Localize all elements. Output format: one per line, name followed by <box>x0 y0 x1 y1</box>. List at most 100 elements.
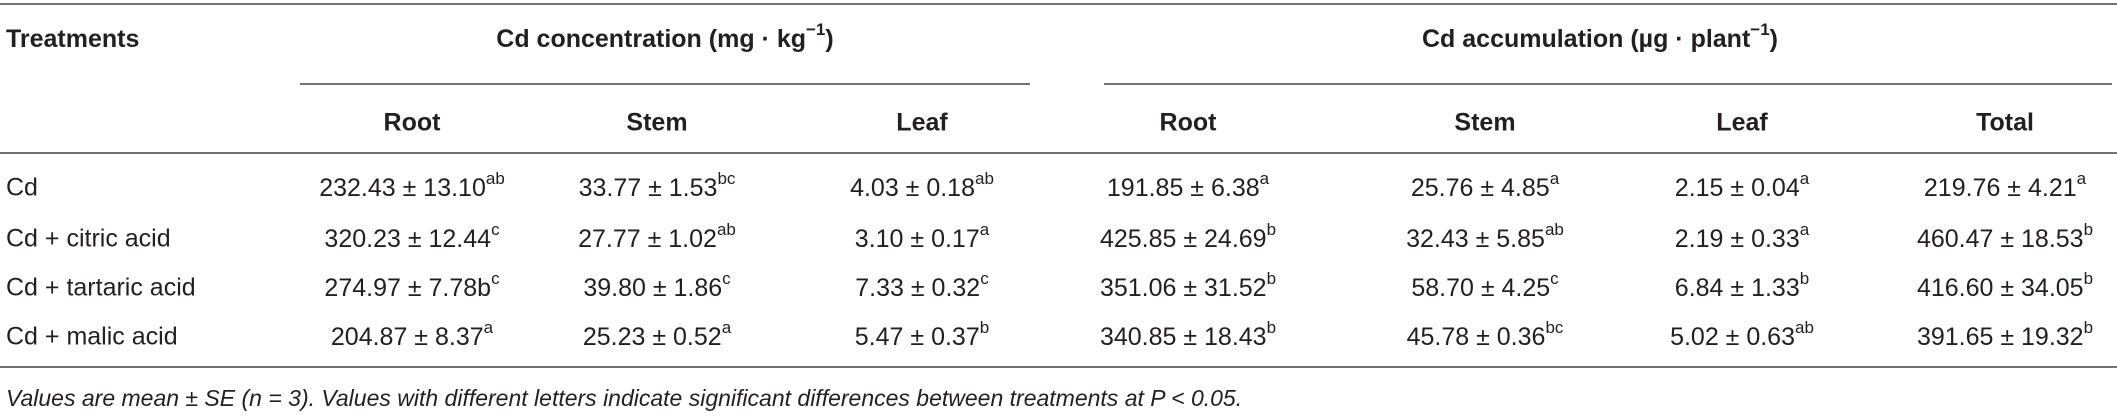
cell-text: 45.78 ± 0.36 <box>1407 323 1546 351</box>
cell: 5.02 ± 0.63ab <box>1670 318 1814 351</box>
group-header-tail: ) <box>1770 25 1778 53</box>
cell: 351.06 ± 31.52b <box>1100 269 1276 302</box>
group-header: Cd concentration (mg · kg−1) <box>496 20 833 53</box>
treatment: Cd + citric acid <box>6 225 171 253</box>
cell-text: 33.77 ± 1.53 <box>579 174 718 202</box>
cell-text: 32.43 ± 5.85 <box>1406 225 1545 253</box>
cell: 460.47 ± 18.53b <box>1917 220 2093 253</box>
cell-sup: a <box>980 220 990 239</box>
cell-text: 274.97 ± 7.78b <box>324 274 491 302</box>
cell-text: 391.65 ± 19.32 <box>1917 323 2084 351</box>
group-header-sup: −1 <box>806 20 825 39</box>
cell: 6.84 ± 1.33b <box>1675 269 1809 302</box>
cell-sup: b <box>1800 269 1809 288</box>
cell-text: 191.85 ± 6.38 <box>1107 174 1260 202</box>
group-header-sup: −1 <box>1750 20 1769 39</box>
cell-text: 3.10 ± 0.17 <box>855 225 980 253</box>
cell-text: 39.80 ± 1.86 <box>583 274 722 302</box>
cell: 25.76 ± 4.85a <box>1411 169 1560 202</box>
column-header: Root <box>1160 109 1218 137</box>
cell-text: 27.77 ± 1.02 <box>578 225 717 253</box>
cell-text: 340.85 ± 18.43 <box>1100 323 1267 351</box>
cell-sup: c <box>722 269 731 288</box>
cell-sup: b <box>980 318 989 337</box>
cell: 416.60 ± 34.05b <box>1917 269 2093 302</box>
cell: 340.85 ± 18.43b <box>1100 318 1276 351</box>
cell: 232.43 ± 13.10ab <box>319 169 505 202</box>
cell: 274.97 ± 7.78bc <box>324 269 500 302</box>
cell-sup: c <box>1550 269 1559 288</box>
group-header: Treatments <box>6 25 139 53</box>
cell-text: 25.23 ± 0.52 <box>583 323 722 351</box>
column-header: Leaf <box>896 109 948 137</box>
cell-sup: a <box>1800 220 1810 239</box>
cell: 3.10 ± 0.17a <box>855 220 990 253</box>
cell-text: 416.60 ± 34.05 <box>1917 274 2084 302</box>
cell-text: 5.47 ± 0.37 <box>855 323 980 351</box>
treatment: Cd <box>6 174 38 202</box>
cell-text: 5.02 ± 0.63 <box>1670 323 1795 351</box>
cell-text: 320.23 ± 12.44 <box>324 225 491 253</box>
cell-sup: a <box>722 318 732 337</box>
treatment: Cd + malic acid <box>6 323 178 351</box>
group-header-text: Treatments <box>6 25 139 53</box>
cell: 2.19 ± 0.33a <box>1675 220 1810 253</box>
cell-sup: bc <box>1545 318 1563 337</box>
cell: 2.15 ± 0.04a <box>1675 169 1810 202</box>
cell: 5.47 ± 0.37b <box>855 318 989 351</box>
cell: 33.77 ± 1.53bc <box>579 169 736 202</box>
cell-sup: b <box>2084 220 2093 239</box>
cell-sup: a <box>1550 169 1560 188</box>
cell-sup: a <box>1260 169 1270 188</box>
cell-text: 2.19 ± 0.33 <box>1675 225 1800 253</box>
cell-sup: c <box>980 269 989 288</box>
cell-text: 460.47 ± 18.53 <box>1917 225 2084 253</box>
cell-text: 4.03 ± 0.18 <box>850 174 975 202</box>
column-header: Total <box>1976 109 2034 137</box>
cell-text: 58.70 ± 4.25 <box>1411 274 1550 302</box>
column-header: Root <box>384 109 442 137</box>
column-header: Stem <box>1454 109 1515 137</box>
cell: 320.23 ± 12.44c <box>324 220 500 253</box>
cell-text: 219.76 ± 4.21 <box>1924 174 2077 202</box>
cell-sup: ab <box>1545 220 1564 239</box>
cell-text: 25.76 ± 4.85 <box>1411 174 1550 202</box>
cell-sup: a <box>484 318 494 337</box>
treatment: Cd + tartaric acid <box>6 274 196 302</box>
cell-text: 425.85 ± 24.69 <box>1100 225 1267 253</box>
cell-sup: bc <box>717 169 735 188</box>
cell-sup: ab <box>486 169 505 188</box>
cell-sup: b <box>1267 269 1276 288</box>
cell-text: 2.15 ± 0.04 <box>1675 174 1800 202</box>
cell: 27.77 ± 1.02ab <box>578 220 736 253</box>
cell: 4.03 ± 0.18ab <box>850 169 994 202</box>
group-header-text: Cd concentration (mg · kg <box>496 25 806 53</box>
group-header-text: Cd accumulation (µg · plant <box>1422 25 1751 53</box>
cell-sup: b <box>2084 318 2093 337</box>
cell: 204.87 ± 8.37a <box>331 318 494 351</box>
cell-sup: ab <box>717 220 736 239</box>
group-header-tail: ) <box>825 25 833 53</box>
cell-sup: ab <box>1795 318 1814 337</box>
cell-sup: a <box>2077 169 2087 188</box>
cell-text: 232.43 ± 13.10 <box>319 174 486 202</box>
cell: 25.23 ± 0.52a <box>583 318 732 351</box>
cell: 58.70 ± 4.25c <box>1411 269 1559 302</box>
cell-sup: c <box>491 269 500 288</box>
cell-text: 204.87 ± 8.37 <box>331 323 484 351</box>
cell: 391.65 ± 19.32b <box>1917 318 2093 351</box>
cell-sup: b <box>1267 220 1276 239</box>
cell-text: 7.33 ± 0.32 <box>855 274 980 302</box>
group-header: Cd accumulation (µg · plant−1) <box>1422 20 1778 53</box>
cell-text: 6.84 ± 1.33 <box>1675 274 1800 302</box>
column-header: Leaf <box>1716 109 1768 137</box>
cell: 39.80 ± 1.86c <box>583 269 731 302</box>
footnote: Values are mean ± SE (n = 3). Values wit… <box>6 385 1242 411</box>
cell-sup: ab <box>975 169 994 188</box>
cell-sup: c <box>491 220 500 239</box>
cell: 45.78 ± 0.36bc <box>1407 318 1564 351</box>
cell: 425.85 ± 24.69b <box>1100 220 1276 253</box>
cell-sup: b <box>1267 318 1276 337</box>
cell: 32.43 ± 5.85ab <box>1406 220 1564 253</box>
